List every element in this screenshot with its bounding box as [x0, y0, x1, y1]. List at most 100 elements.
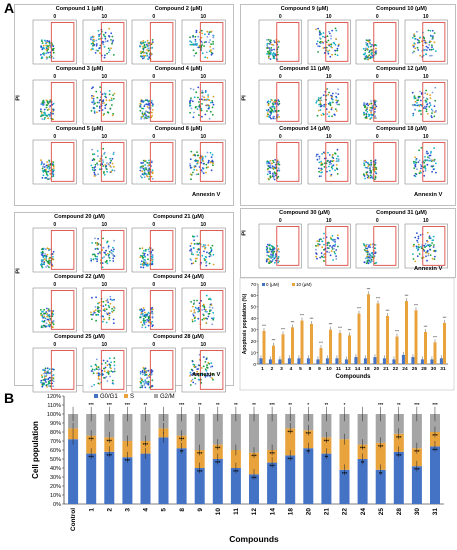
x-tick-label: 22	[393, 366, 399, 372]
flow-scatter-plot	[258, 223, 302, 269]
significance-mark: ***	[376, 296, 380, 300]
bar-10M-30	[433, 342, 437, 364]
significance-mid: ***	[251, 454, 257, 459]
dose-label: 10	[101, 282, 108, 288]
bar-0M-4	[287, 358, 291, 364]
x-tick-label: 9	[197, 508, 204, 512]
dose-label: 0	[278, 134, 282, 140]
significance-mark: ***	[281, 327, 285, 331]
compound-title: Compound 21 (μM)	[153, 214, 204, 220]
significance-top: **	[252, 402, 256, 407]
dose-label: 0	[152, 74, 156, 80]
stack-G0G1-12	[249, 474, 259, 504]
compound-title: Compound 5 (μM)	[55, 126, 104, 132]
flow-scatter-plot	[32, 139, 77, 185]
y-tick-label: 50%	[50, 457, 61, 463]
x-tick-label: 1	[88, 508, 95, 512]
compound-title: Compound 2 (μM)	[154, 6, 203, 12]
bar-0M-11	[335, 358, 339, 364]
bar-0M-10	[325, 358, 329, 364]
flow-scatter-plot	[355, 79, 399, 125]
significance-mark: ***	[386, 309, 390, 313]
stack-S-25	[375, 442, 386, 470]
bar-10M-14	[357, 313, 361, 364]
significance-mark: ***	[319, 341, 323, 345]
compound-title: Compound 11 (μM)	[279, 66, 330, 72]
flow-scatter-plot	[131, 287, 176, 333]
bar-10M-20	[376, 303, 380, 364]
dose-label: 10	[200, 134, 207, 140]
stack-S-31	[430, 432, 440, 447]
dose-label: 10	[325, 14, 332, 20]
x-tick-label: 2	[106, 508, 113, 512]
bar-0M-28	[420, 359, 424, 364]
panel-label-a: A	[4, 0, 15, 16]
bar-0M-14	[354, 357, 358, 364]
stack-G2M-4	[140, 414, 151, 441]
bar-10M-21	[386, 316, 389, 364]
stack-G0G1-20	[303, 448, 314, 504]
dose-label: 0	[53, 222, 57, 228]
significance-top: **	[325, 402, 329, 407]
flow-scatter-plot	[307, 19, 351, 65]
stack-G2M-2	[104, 414, 115, 438]
flow-scatter-plot	[32, 347, 77, 393]
significance-top: ***	[179, 402, 185, 407]
dose-label: 10	[101, 134, 108, 140]
flow-scatter-plot	[82, 19, 127, 65]
dose-label: 0	[375, 134, 379, 140]
flow-scatter-plot	[258, 79, 302, 125]
x-tick-label: 3	[125, 508, 132, 512]
flow-scatter-plot	[82, 79, 127, 125]
y-tick-label: 110%	[47, 403, 61, 409]
y-axis-title: Apoptosis population (%)	[242, 293, 248, 354]
stack-G2M-1	[86, 414, 97, 436]
x-tick-label: 30	[414, 508, 421, 516]
stack-S-20	[303, 430, 314, 449]
stack-S-9	[194, 450, 205, 468]
x-tick-label: 10	[326, 366, 332, 372]
significance-low: ***	[269, 464, 275, 469]
dose-label: 0	[53, 14, 57, 20]
flow-scatter-plot	[404, 19, 448, 65]
significance-mid: ***	[89, 437, 95, 442]
x-axis-title: Compounds	[336, 374, 372, 380]
stack-G0G1-4	[140, 453, 151, 504]
significance-top: *	[307, 402, 309, 407]
dose-label: 10	[101, 74, 108, 80]
flow-scatter-plot	[181, 347, 226, 393]
x-tick-label: 14	[355, 366, 361, 372]
compound-title: Compound 12 (μM)	[376, 66, 427, 72]
bar-0M-30	[430, 359, 434, 364]
stack-S-11	[230, 450, 241, 468]
dose-label: 0	[152, 282, 156, 288]
x-tick-label: 20	[305, 508, 312, 516]
bar-0M-1	[259, 358, 263, 364]
flow-scatter-plot	[131, 139, 176, 185]
y-tick-label: 50	[251, 305, 257, 311]
significance-top: ***	[414, 402, 420, 407]
significance-mid: ***	[288, 429, 294, 434]
stack-G2M-3	[122, 414, 133, 441]
significance-mid: ***	[378, 444, 384, 449]
flow-scatter-plot	[32, 227, 77, 273]
stack-G0G1-14	[267, 462, 278, 504]
bar-0M-22	[392, 359, 396, 364]
significance-mid: ***	[143, 442, 149, 447]
significance-mark: ***	[338, 326, 342, 330]
significance-mid: ***	[107, 438, 113, 443]
x-tick-label: 18	[287, 508, 294, 516]
significance-top: **	[397, 402, 401, 407]
stack-G0G1-5	[158, 437, 169, 504]
stack-S-22	[339, 439, 350, 470]
bar-10M-2	[272, 345, 275, 364]
compound-title: Compound 4 (μM)	[154, 66, 203, 72]
dose-label: 0	[53, 74, 57, 80]
compound-title: Compound 20 (μM)	[54, 214, 105, 220]
stack-G0G1-22	[339, 469, 350, 504]
y-tick-label: 70%	[50, 439, 61, 445]
bar-10M-31	[443, 322, 446, 364]
flow-scatter-plot	[82, 139, 127, 185]
dose-label: 0	[278, 218, 282, 224]
x-tick-label: 12	[345, 366, 351, 372]
